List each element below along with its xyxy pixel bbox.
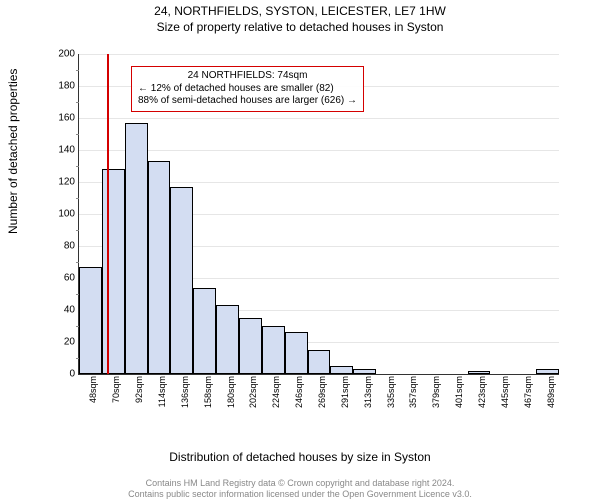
histogram-bar bbox=[330, 366, 353, 374]
x-tick-label: 202sqm bbox=[248, 376, 258, 408]
annotation-line1: 24 NORTHFIELDS: 74sqm bbox=[138, 70, 357, 83]
property-marker-line bbox=[107, 54, 109, 374]
page-subtitle: Size of property relative to detached ho… bbox=[0, 20, 600, 34]
histogram-bar bbox=[79, 267, 102, 374]
x-axis-label: Distribution of detached houses by size … bbox=[0, 450, 600, 464]
annotation-line3: 88% of semi-detached houses are larger (… bbox=[138, 95, 357, 108]
y-axis-label: Number of detached properties bbox=[6, 69, 20, 234]
x-tick-label: 467sqm bbox=[523, 376, 533, 408]
y-tick-label: 0 bbox=[69, 369, 79, 380]
x-tick-label: 224sqm bbox=[271, 376, 281, 408]
y-minor-tick bbox=[76, 262, 79, 263]
histogram-bar bbox=[308, 350, 331, 374]
histogram-bar bbox=[102, 169, 125, 374]
y-tick-label: 140 bbox=[58, 145, 79, 156]
y-tick-label: 40 bbox=[64, 305, 79, 316]
histogram-bar bbox=[353, 369, 376, 374]
y-tick-label: 60 bbox=[64, 273, 79, 284]
footnote: Contains HM Land Registry data © Crown c… bbox=[0, 478, 600, 500]
histogram-bar bbox=[193, 288, 216, 374]
y-tick-label: 160 bbox=[58, 113, 79, 124]
y-minor-tick bbox=[76, 166, 79, 167]
histogram-bar bbox=[285, 332, 308, 374]
y-tick-label: 20 bbox=[64, 337, 79, 348]
histogram-bar bbox=[239, 318, 262, 374]
y-tick-label: 200 bbox=[58, 49, 79, 60]
y-tick-label: 80 bbox=[64, 241, 79, 252]
histogram-bar bbox=[262, 326, 285, 374]
x-tick-label: 92sqm bbox=[134, 376, 144, 403]
gridline bbox=[79, 54, 559, 55]
histogram-bar bbox=[148, 161, 171, 374]
x-tick-label: 136sqm bbox=[180, 376, 190, 408]
plot-area: 02040608010012014016018020048sqm70sqm92s… bbox=[78, 54, 559, 375]
x-tick-label: 335sqm bbox=[386, 376, 396, 408]
histogram-bar bbox=[170, 187, 193, 374]
y-minor-tick bbox=[76, 134, 79, 135]
y-minor-tick bbox=[76, 198, 79, 199]
chart-container: 0 20 40 60 80 100 120 140 160 180 200 48sqm 70sqm 92s… bbox=[50, 46, 570, 426]
x-tick-label: 158sqm bbox=[203, 376, 213, 408]
annotation-box: 24 NORTHFIELDS: 74sqm← 12% of detached h… bbox=[131, 66, 364, 112]
footnote-line1: Contains HM Land Registry data © Crown c… bbox=[0, 478, 600, 489]
x-tick-label: 357sqm bbox=[408, 376, 418, 408]
x-tick-label: 313sqm bbox=[363, 376, 373, 408]
x-tick-label: 246sqm bbox=[294, 376, 304, 408]
x-tick-label: 269sqm bbox=[317, 376, 327, 408]
x-tick-label: 48sqm bbox=[88, 376, 98, 403]
footnote-line2: Contains public sector information licen… bbox=[0, 489, 600, 500]
y-tick-label: 100 bbox=[58, 209, 79, 220]
annotation-line2: ← 12% of detached houses are smaller (82… bbox=[138, 83, 357, 96]
gridline bbox=[79, 150, 559, 151]
x-tick-label: 401sqm bbox=[454, 376, 464, 408]
x-tick-label: 291sqm bbox=[340, 376, 350, 408]
y-minor-tick bbox=[76, 70, 79, 71]
histogram-bar bbox=[216, 305, 239, 374]
gridline bbox=[79, 118, 559, 119]
x-tick-label: 114sqm bbox=[157, 376, 167, 407]
histogram-bar bbox=[536, 369, 559, 374]
x-tick-label: 379sqm bbox=[431, 376, 441, 408]
y-minor-tick bbox=[76, 230, 79, 231]
x-tick-label: 445sqm bbox=[500, 376, 510, 408]
x-tick-label: 70sqm bbox=[111, 376, 121, 403]
page-title: 24, NORTHFIELDS, SYSTON, LEICESTER, LE7 … bbox=[0, 4, 600, 18]
y-minor-tick bbox=[76, 102, 79, 103]
histogram-bar bbox=[468, 371, 491, 374]
y-tick-label: 120 bbox=[58, 177, 79, 188]
histogram-bar bbox=[125, 123, 148, 374]
y-tick-label: 180 bbox=[58, 81, 79, 92]
x-tick-label: 423sqm bbox=[477, 376, 487, 408]
x-tick-label: 180sqm bbox=[226, 376, 236, 408]
x-tick-label: 489sqm bbox=[546, 376, 556, 408]
